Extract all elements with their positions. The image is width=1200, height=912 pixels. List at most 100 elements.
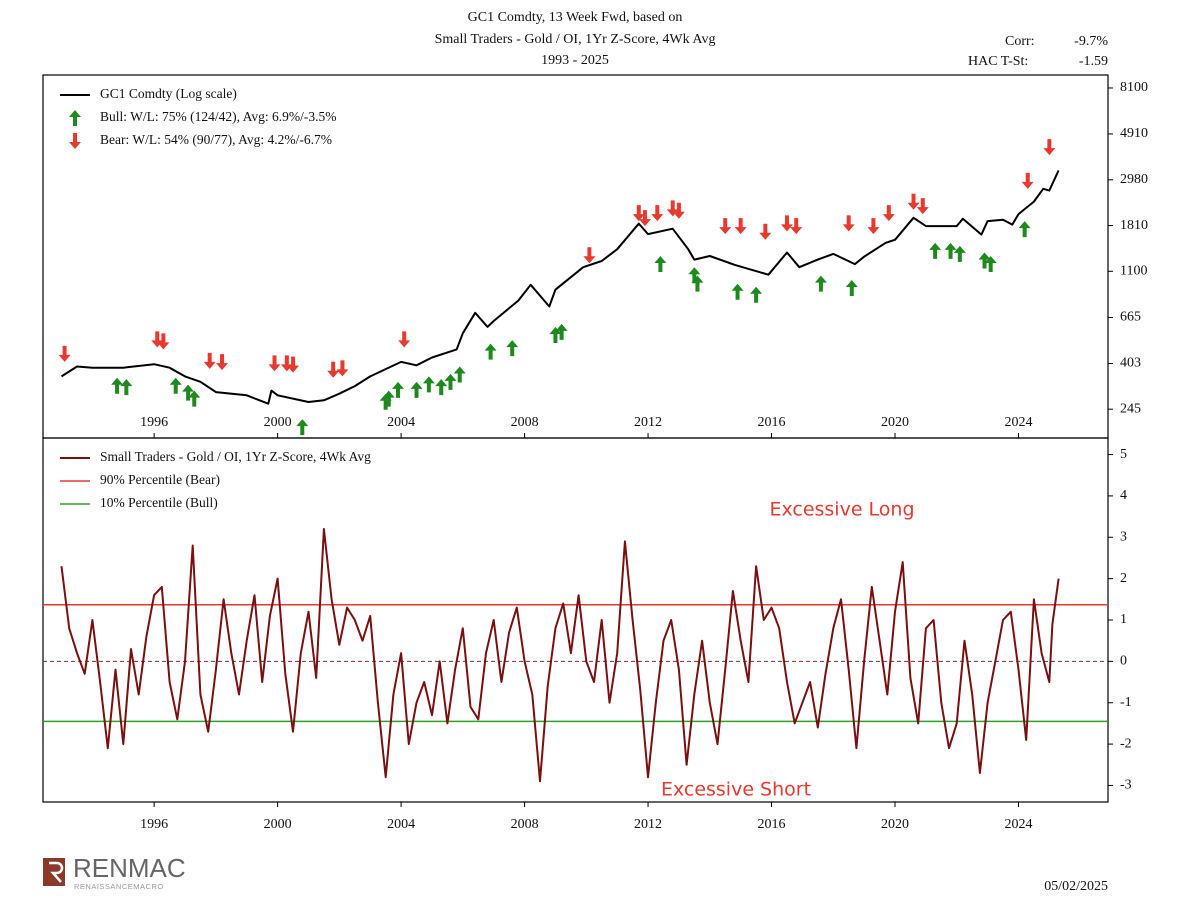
x-tick-label: 2012	[634, 817, 662, 832]
y-tick-label: 2	[1120, 571, 1127, 586]
brand: RENMAC	[73, 853, 186, 883]
bear-arrow	[882, 205, 895, 222]
y-tick-label: -3	[1120, 778, 1132, 793]
bull-arrow	[984, 255, 997, 272]
legend-label: GC1 Comdty (Log scale)	[100, 86, 237, 101]
x-tick-label: 2008	[511, 415, 539, 430]
bull-arrow	[382, 390, 395, 407]
bear-arrow	[907, 193, 920, 210]
bear-arrow	[336, 360, 349, 377]
title-line: Small Traders - Gold / OI, 1Yr Z-Score, …	[435, 32, 716, 47]
bull-arrow	[506, 340, 519, 357]
title-line: GC1 Comdty, 13 Week Fwd, based on	[468, 10, 683, 25]
bull-arrow	[691, 275, 704, 292]
bear-arrow	[790, 218, 803, 235]
stat-value: -1.59	[1079, 54, 1108, 69]
bull-arrow	[169, 377, 182, 394]
bear-arrow	[734, 218, 747, 235]
y-tick-label: 665	[1120, 310, 1141, 325]
stat-label: HAC T-St:	[968, 54, 1028, 69]
bull-arrow	[654, 255, 667, 272]
title-line: 1993 - 2025	[541, 53, 609, 68]
bull-arrow	[435, 379, 448, 396]
x-tick-label: 2024	[1004, 415, 1032, 430]
y-tick-label: 4	[1120, 488, 1127, 503]
bear-arrow	[672, 202, 685, 219]
stat-label: Corr:	[1005, 34, 1035, 49]
bull-arrow	[750, 286, 763, 303]
x-tick-label: 2024	[1004, 817, 1032, 832]
y-tick-label: 5	[1120, 447, 1127, 462]
bull-arrow	[111, 377, 124, 394]
bear-arrow	[398, 331, 411, 348]
bull-arrow	[120, 379, 133, 396]
bear-arrow	[1021, 172, 1034, 189]
bear-arrow	[632, 205, 645, 222]
y-tick-label: 4910	[1120, 126, 1148, 141]
x-tick-label: 1996	[140, 817, 168, 832]
bear-arrow	[651, 205, 664, 222]
bull-arrow	[944, 242, 957, 259]
bear-arrow	[216, 354, 229, 371]
bull-arrow	[444, 373, 457, 390]
brand-sub: RENAISSANCEMACRO	[74, 882, 164, 891]
bull-arrow	[484, 343, 497, 360]
bear-arrow	[759, 223, 772, 240]
legend-label: 90% Percentile (Bear)	[100, 472, 220, 487]
stat-value: -9.7%	[1074, 34, 1108, 49]
annotation: Excessive Short	[661, 779, 811, 801]
bull-arrow	[422, 376, 435, 393]
bear-arrow	[867, 218, 880, 235]
bear-arrow	[638, 210, 651, 227]
bull-arrow	[845, 280, 858, 297]
x-tick-label: 2000	[264, 817, 292, 832]
bull-arrow	[929, 242, 942, 259]
data-line	[60, 169, 1060, 405]
y-tick-label: -1	[1120, 695, 1132, 710]
legend-label: Small Traders - Gold / OI, 1Yr Z-Score, …	[100, 449, 371, 464]
y-tick-label: 403	[1120, 356, 1141, 371]
bull-arrow	[549, 326, 562, 343]
logo-glyph	[49, 861, 64, 883]
bear-arrow	[203, 352, 216, 369]
bear-arrow	[327, 361, 340, 378]
bull-arrow	[453, 366, 466, 383]
y-tick-label: 245	[1120, 401, 1141, 416]
y-tick-label: -2	[1120, 736, 1132, 751]
x-tick-label: 2012	[634, 415, 662, 430]
legend-label: 10% Percentile (Bull)	[100, 495, 218, 510]
bull-arrow	[731, 283, 744, 300]
annotation: Excessive Long	[769, 499, 914, 521]
y-tick-label: 3	[1120, 529, 1127, 544]
x-tick-label: 2004	[387, 415, 415, 430]
bear-arrow	[780, 215, 793, 232]
bull-arrow	[978, 252, 991, 269]
bull-arrow	[182, 384, 195, 401]
y-tick-label: 0	[1120, 654, 1127, 669]
x-tick-label: 2008	[511, 817, 539, 832]
bear-arrow	[1043, 139, 1056, 156]
x-tick-label: 2020	[881, 817, 909, 832]
bull-arrow	[188, 390, 201, 407]
bear-arrow	[268, 355, 281, 372]
y-tick-label: 1810	[1120, 218, 1148, 233]
legend-swatch	[69, 110, 81, 126]
bull-arrow	[1018, 221, 1031, 238]
bear-arrow	[583, 247, 596, 264]
y-tick-label: 8100	[1120, 80, 1148, 95]
x-tick-label: 2000	[264, 415, 292, 430]
legend-label: Bear: W/L: 54% (90/77), Avg: 4.2%/-6.7%	[100, 132, 332, 147]
date: 05/02/2025	[1044, 879, 1108, 894]
bull-arrow	[814, 275, 827, 292]
legend-label: Bull: W/L: 75% (124/42), Avg: 6.9%/-3.5%	[100, 109, 336, 124]
data-line	[60, 528, 1060, 783]
x-tick-label: 1996	[140, 415, 168, 430]
y-tick-label: 1	[1120, 612, 1127, 627]
x-tick-label: 2016	[758, 415, 786, 430]
bull-arrow	[688, 267, 701, 284]
bear-arrow	[58, 345, 71, 362]
x-tick-label: 2004	[387, 817, 415, 832]
bear-arrow	[157, 333, 170, 350]
